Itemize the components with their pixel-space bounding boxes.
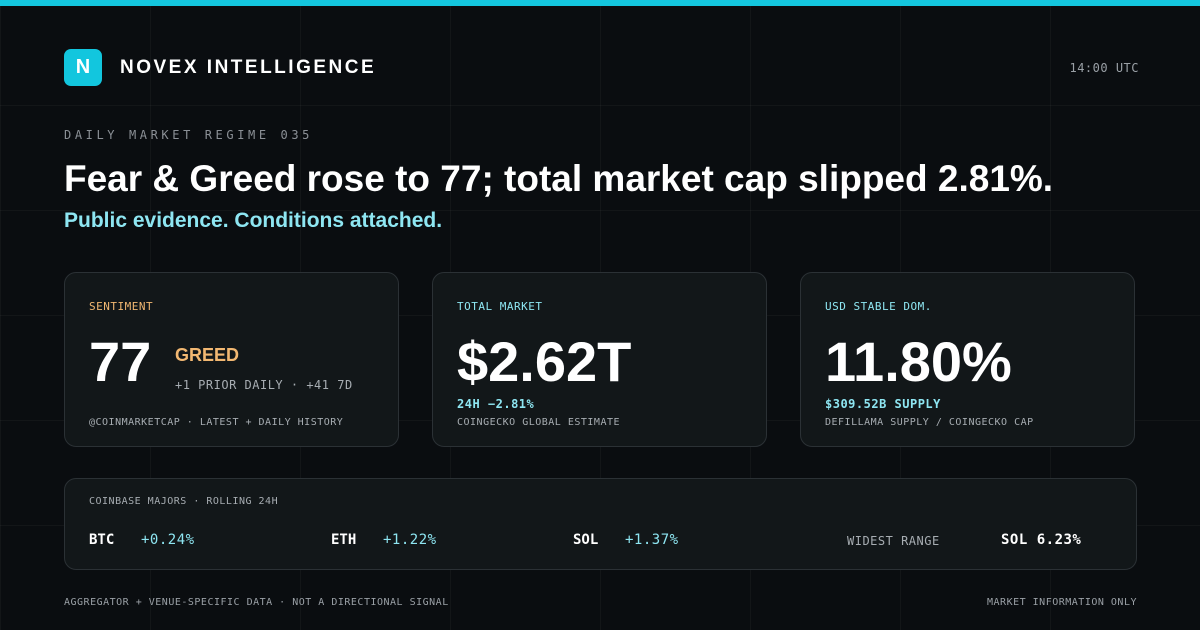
subheadline: Public evidence. Conditions attached. xyxy=(64,209,443,232)
brand-logo: N xyxy=(64,49,102,86)
btc-symbol: BTC xyxy=(89,532,115,548)
total-market-label: TOTAL MARKET xyxy=(457,300,543,313)
brand-name: NOVEX INTELLIGENCE xyxy=(120,57,377,78)
total-market-change: 24H −2.81% xyxy=(457,397,535,411)
eth-symbol: ETH xyxy=(331,532,357,548)
sol-symbol: SOL xyxy=(573,532,599,548)
sentiment-source: @COINMARKETCAP · LATEST + DAILY HISTORY xyxy=(89,417,344,428)
sol-change: +1.37% xyxy=(625,532,679,548)
sentiment-label: SENTIMENT xyxy=(89,300,154,313)
sentiment-value: 77 xyxy=(89,330,152,393)
stable-supply: $309.52B SUPPLY xyxy=(825,397,941,411)
logo-letter: N xyxy=(75,56,91,78)
stable-dominance-card: USD STABLE DOM. 11.80% $309.52B SUPPLY D… xyxy=(800,272,1135,447)
majors-panel: COINBASE MAJORS · ROLLING 24H BTC +0.24%… xyxy=(64,478,1137,570)
stable-dominance-source: DEFILLAMA SUPPLY / COINGECKO CAP xyxy=(825,417,1034,428)
sentiment-state: GREED xyxy=(175,345,240,365)
widest-range-label: WIDEST RANGE xyxy=(847,534,940,548)
total-market-source: COINGECKO GLOBAL ESTIMATE xyxy=(457,417,621,428)
sentiment-card: SENTIMENT 77 GREED +1 PRIOR DAILY · +41 … xyxy=(64,272,399,447)
total-market-value: $2.62T xyxy=(457,330,632,393)
footer-disclaimer: AGGREGATOR + VENUE-SPECIFIC DATA · NOT A… xyxy=(64,597,449,608)
total-market-card: TOTAL MARKET $2.62T 24H −2.81% COINGECKO… xyxy=(432,272,767,447)
stable-dominance-value: 11.80% xyxy=(825,330,1012,393)
eth-change: +1.22% xyxy=(383,532,437,548)
majors-label: COINBASE MAJORS · ROLLING 24H xyxy=(89,496,279,507)
stable-dominance-label: USD STABLE DOM. xyxy=(825,300,932,313)
headline: Fear & Greed rose to 77; total market ca… xyxy=(64,158,1054,199)
report-kicker: DAILY MARKET REGIME 035 xyxy=(64,128,313,142)
widest-range-value: SOL 6.23% xyxy=(1001,532,1082,548)
sentiment-delta: +1 PRIOR DAILY · +41 7D xyxy=(175,378,353,392)
btc-change: +0.24% xyxy=(141,532,195,548)
accent-bar xyxy=(0,0,1200,6)
footer-note: MARKET INFORMATION ONLY xyxy=(987,597,1137,608)
timestamp: 14:00 UTC xyxy=(1069,61,1139,75)
